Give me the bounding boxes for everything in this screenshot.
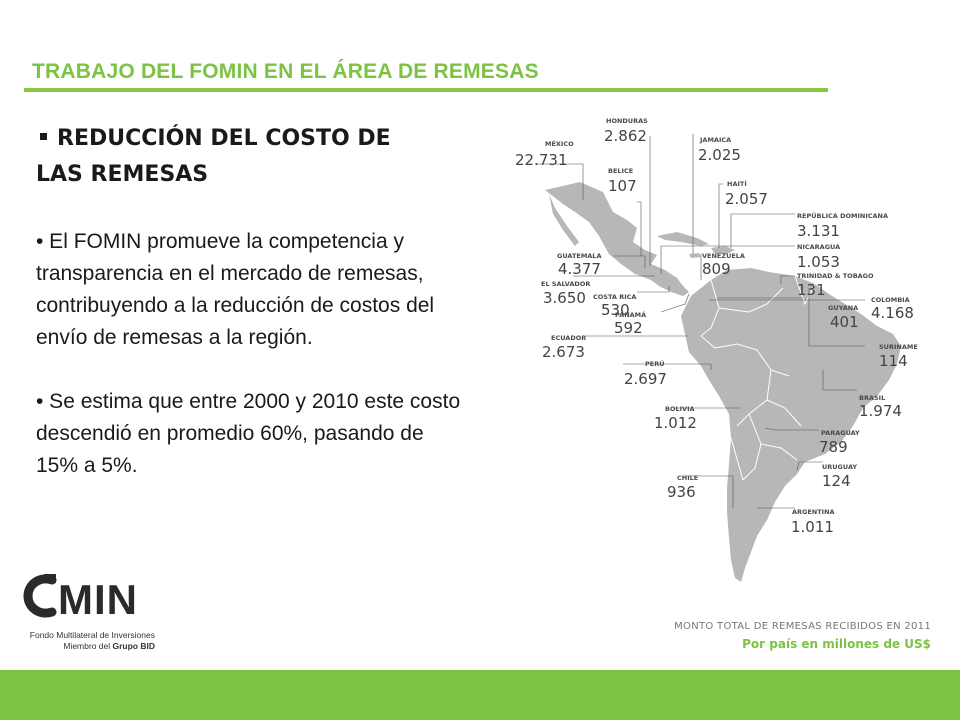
heading-line-1: REDUCCIÓN DEL COSTO DE	[57, 126, 391, 151]
bullet-item-cost-reduction: • Se estima que entre 2000 y 2010 este c…	[36, 390, 461, 477]
label-panama: PANAMÁ	[615, 310, 646, 319]
value-ecuador: 2.673	[542, 343, 585, 361]
value-nicaragua: 1.053	[797, 253, 840, 271]
value-suriname: 114	[879, 352, 908, 370]
label-el-salvador: EL SALVADOR	[541, 280, 590, 288]
value-brasil: 1.974	[859, 402, 902, 420]
label-guyana: GUYANA	[828, 304, 858, 312]
value-paraguay: 789	[819, 438, 848, 456]
remittances-map: MÉXICO 22.731 HONDURAS 2.862 BELICE 107 …	[505, 108, 945, 608]
label-suriname: SURINAME	[879, 343, 918, 351]
value-guatemala: 4.377	[558, 260, 601, 278]
value-argentina: 1.011	[791, 518, 834, 536]
value-jamaica: 2.025	[698, 146, 741, 164]
latin-america-map-graphic: MÉXICO 22.731 HONDURAS 2.862 BELICE 107 …	[515, 117, 918, 582]
label-mexico: MÉXICO	[545, 139, 574, 148]
label-uruguay: URUGUAY	[822, 463, 857, 471]
value-venezuela: 809	[702, 260, 731, 278]
value-el-salvador: 3.650	[543, 289, 586, 307]
value-costa-rica: 530	[601, 301, 630, 319]
jamaica-shape	[689, 253, 701, 258]
label-chile: CHILE	[677, 474, 698, 482]
heading-line-2: LAS REMESAS	[36, 162, 209, 187]
bullet-list: • El FOMIN promueve la competencia y tra…	[36, 226, 466, 482]
section-heading: REDUCCIÓN DEL COSTO DE LAS REMESAS	[36, 121, 466, 193]
label-nicaragua: NICARAGUA	[797, 243, 840, 251]
value-mexico: 22.731	[515, 151, 568, 169]
label-brasil: BRASIL	[859, 394, 885, 402]
value-republica-dominicana: 3.131	[797, 222, 840, 240]
label-jamaica: JAMAICA	[699, 136, 731, 144]
leader-lines	[535, 134, 865, 509]
mexico-central-america-shape	[545, 182, 689, 296]
label-honduras: HONDURAS	[606, 117, 648, 125]
slide-title: TRABAJO DEL FOMIN EN EL ÁREA DE REMESAS	[32, 60, 539, 83]
value-uruguay: 124	[822, 472, 851, 490]
footer-bar	[0, 670, 960, 720]
value-bolivia: 1.012	[654, 414, 697, 432]
label-belice: BELICE	[608, 167, 633, 175]
label-colombia: COLOMBIA	[871, 296, 910, 304]
value-honduras: 2.862	[604, 127, 647, 145]
label-trinidad-tobago: TRINIDAD & TOBAGO	[797, 272, 874, 280]
label-ecuador: ECUADOR	[551, 334, 586, 342]
label-bolivia: BOLIVIA	[665, 405, 695, 413]
label-republica-dominicana: REPÚBLICA DOMINICANA	[797, 211, 888, 220]
logo-wordmark: MIN	[58, 576, 138, 623]
cuba-shape	[657, 232, 709, 246]
baja-california-shape	[549, 194, 579, 246]
value-peru: 2.697	[624, 370, 667, 388]
value-colombia: 4.168	[871, 304, 914, 322]
label-venezuela: VENEZUELA	[702, 252, 745, 260]
bullet-item-competition: • El FOMIN promueve la competencia y tra…	[36, 230, 435, 349]
value-haiti: 2.057	[725, 190, 768, 208]
logo-subtitle-2: Miembro del Grupo BID	[63, 641, 155, 651]
label-haiti: HAITÍ	[727, 179, 747, 188]
value-belice: 107	[608, 177, 637, 195]
title-divider	[24, 88, 828, 92]
label-peru: PERÚ	[645, 359, 665, 368]
square-bullet-icon	[40, 132, 47, 140]
label-paraguay: PARAGUAY	[821, 429, 860, 437]
label-costa-rica: COSTA RICA	[593, 293, 636, 301]
label-argentina: ARGENTINA	[792, 508, 835, 516]
value-chile: 936	[667, 483, 696, 501]
value-panama: 592	[614, 319, 643, 337]
map-caption-title: MONTO TOTAL DE REMESAS RECIBIDOS EN 2011	[674, 621, 931, 632]
south-america-shape	[681, 268, 901, 582]
label-guatemala: GUATEMALA	[557, 252, 601, 260]
map-caption-subtitle: Por país en millones de US$	[742, 637, 931, 651]
fomin-logo: MIN Fondo Multilateral de Inversiones Mi…	[6, 560, 166, 668]
hispaniola-shape	[711, 246, 735, 254]
fomin-logo-mark-icon	[23, 574, 57, 618]
country-borders	[700, 275, 816, 481]
logo-subtitle-1: Fondo Multilateral de Inversiones	[29, 630, 155, 640]
value-guyana: 401	[830, 313, 859, 331]
value-trinidad-tobago: 131	[797, 281, 826, 299]
